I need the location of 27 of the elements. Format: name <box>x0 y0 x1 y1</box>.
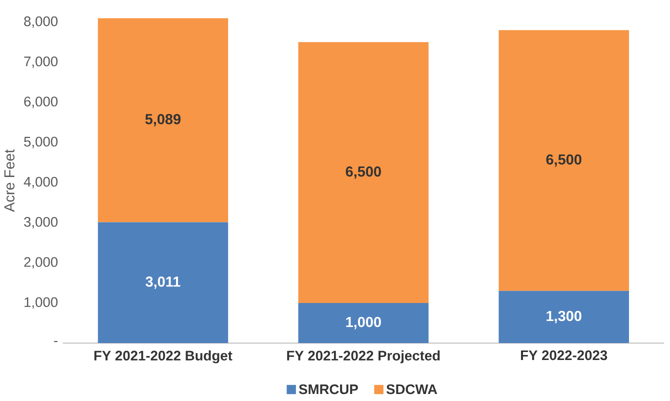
data-label: 1,000 <box>346 316 381 330</box>
bar <box>98 222 228 343</box>
legend-label: SDCWA <box>386 384 438 394</box>
legend-label: SMRCUP <box>298 384 358 394</box>
bar <box>298 42 429 303</box>
bar <box>498 290 629 343</box>
y-tick-label: 2,000 <box>24 257 58 268</box>
data-label: 6,500 <box>346 166 381 179</box>
y-tick-label: - <box>54 340 58 342</box>
y-tick-label: 8,000 <box>24 16 58 28</box>
y-axis-title: Acre Feet <box>4 149 14 212</box>
data-label: 1,300 <box>546 310 582 324</box>
y-tick-label: 5,000 <box>24 136 58 148</box>
data-label: 5,089 <box>145 114 181 126</box>
y-tick-label: 4,000 <box>24 176 58 188</box>
x-tick-label: FY 2021-2022 Projected <box>287 350 440 364</box>
data-label: 3,011 <box>146 276 180 289</box>
x-tick-label: FY 2021-2022 Budget <box>94 350 232 364</box>
y-tick-label: 3,000 <box>24 216 58 228</box>
bar <box>298 302 429 343</box>
y-tick-label: 1,000 <box>24 297 58 309</box>
y-tick-label: 6,000 <box>24 96 58 108</box>
data-label: 6,500 <box>546 154 582 167</box>
bar <box>98 18 228 222</box>
x-tick-label: FY 2022-2023 <box>521 350 608 360</box>
y-tick-label: 7,000 <box>24 56 58 68</box>
bar <box>498 30 629 291</box>
